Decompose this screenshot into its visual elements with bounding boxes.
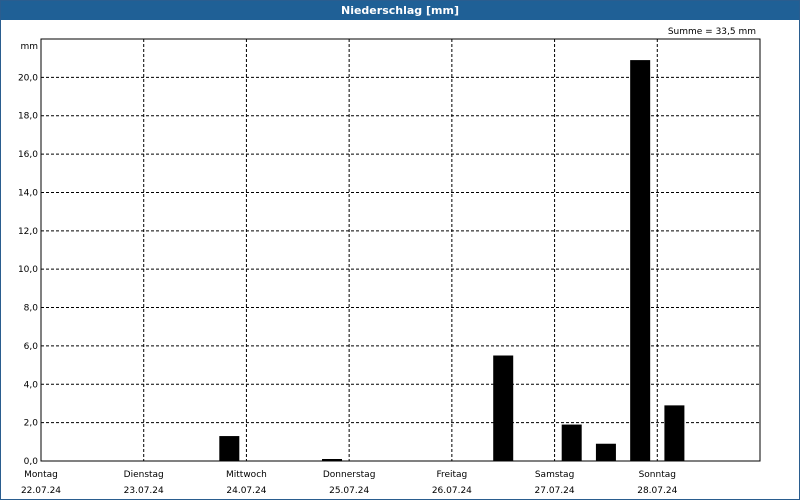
- x-tick-label-day: Dienstag: [124, 470, 164, 480]
- y-tick-label: 6,0: [24, 342, 39, 352]
- y-tick-label: 2,0: [24, 419, 39, 429]
- summary-label: Summe = 33,5 mm: [668, 27, 756, 37]
- y-tick-label: 8,0: [24, 304, 39, 314]
- y-tick-label: 16,0: [18, 150, 38, 160]
- y-tick-label: 14,0: [18, 188, 38, 198]
- precipitation-bar: [561, 424, 582, 461]
- y-axis-unit: mm: [20, 42, 38, 52]
- x-tick-label-date: 26.07.24: [432, 486, 472, 496]
- x-tick-label-date: 28.07.24: [637, 486, 677, 496]
- x-tick-label-day: Sonntag: [639, 470, 676, 480]
- x-tick-label-day: Samstag: [535, 470, 574, 480]
- x-tick-label-day: Mittwoch: [226, 470, 267, 480]
- precipitation-bar: [219, 436, 240, 461]
- x-tick-label-day: Montag: [24, 470, 58, 480]
- plot-frame: [40, 38, 761, 462]
- precipitation-bar: [595, 443, 616, 461]
- y-tick-label: 18,0: [18, 112, 38, 122]
- precipitation-bar: [322, 459, 343, 461]
- x-tick-label-date: 27.07.24: [535, 486, 575, 496]
- precipitation-bar: [493, 355, 514, 461]
- x-tick-label-date: 22.07.24: [21, 486, 61, 496]
- y-tick-label: 12,0: [18, 227, 38, 237]
- y-tick-label: 10,0: [18, 265, 38, 275]
- x-tick-label-day: Freitag: [436, 470, 467, 480]
- x-tick-label-date: 25.07.24: [329, 486, 369, 496]
- x-tick-label-date: 24.07.24: [226, 486, 266, 496]
- window-title: Niederschlag [mm]: [1, 1, 799, 20]
- x-tick-label-date: 23.07.24: [124, 486, 164, 496]
- y-tick-label: 4,0: [24, 380, 39, 390]
- precipitation-bar: [664, 405, 685, 461]
- y-tick-label: 0,0: [24, 457, 39, 467]
- x-tick-label-day: Donnerstag: [323, 470, 376, 480]
- precipitation-bar: [630, 60, 651, 461]
- y-tick-label: 20,0: [18, 73, 38, 83]
